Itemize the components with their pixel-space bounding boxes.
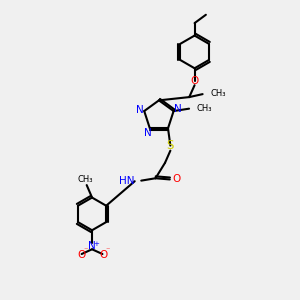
Text: N: N: [145, 128, 152, 138]
Text: ⁻: ⁻: [84, 246, 88, 255]
Text: O: O: [77, 250, 85, 260]
Text: O: O: [190, 76, 199, 86]
Text: CH₃: CH₃: [211, 89, 226, 98]
Text: N: N: [136, 105, 144, 115]
Text: N: N: [174, 104, 182, 114]
Text: S: S: [167, 139, 174, 152]
Text: HN: HN: [119, 176, 135, 186]
Text: +: +: [93, 241, 99, 247]
Text: O: O: [99, 250, 107, 260]
Text: CH₃: CH₃: [197, 103, 212, 112]
Text: ⁻: ⁻: [106, 246, 110, 255]
Text: N: N: [88, 241, 96, 251]
Text: O: O: [172, 174, 180, 184]
Text: CH₃: CH₃: [78, 175, 93, 184]
